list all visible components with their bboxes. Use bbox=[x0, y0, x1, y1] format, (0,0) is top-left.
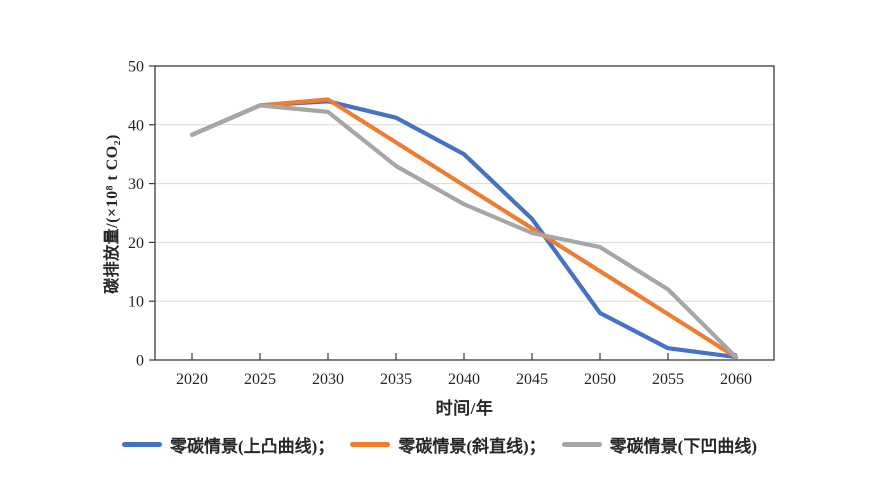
series-line-3 bbox=[189, 103, 739, 360]
x-tick-label: 2050 bbox=[584, 371, 616, 388]
x-tick-label: 2060 bbox=[720, 371, 752, 388]
x-tick-label: 2020 bbox=[176, 371, 208, 388]
series-line-2 bbox=[189, 97, 739, 360]
legend-line-swatch-blue bbox=[122, 442, 162, 447]
y-tick-label: 10 bbox=[128, 294, 144, 311]
legend-label: 零碳情景(上凸曲线)； bbox=[170, 437, 335, 456]
legend-line-swatch-orange bbox=[350, 442, 391, 447]
x-axis-title: 时间/年 bbox=[435, 399, 494, 418]
y-tick-label: 50 bbox=[128, 59, 144, 76]
series-line-1 bbox=[189, 99, 739, 360]
legend-item-straight: 零碳情景(斜直线)； bbox=[350, 432, 546, 457]
chart-legend: 零碳情景(上凸曲线)； 零碳情景(斜直线)； 零碳情景(下凹曲线) bbox=[0, 432, 879, 457]
legend-item-concave: 零碳情景(下凹曲线) bbox=[561, 432, 757, 457]
x-tick-label: 2035 bbox=[380, 371, 412, 388]
y-tick-label: 20 bbox=[128, 235, 144, 252]
x-tick-label: 2025 bbox=[244, 371, 276, 388]
x-tick-label: 2030 bbox=[312, 371, 344, 388]
legend-label: 零碳情景(下凹曲线) bbox=[609, 437, 757, 456]
legend-line-swatch-gray bbox=[561, 442, 602, 447]
x-tick-label: 2040 bbox=[448, 371, 480, 388]
y-axis-title: 碳排放量/(×10⁸ t CO₂) bbox=[104, 134, 121, 294]
legend-label: 零碳情景(斜直线)； bbox=[398, 437, 546, 456]
y-tick-label: 30 bbox=[128, 176, 144, 193]
x-tick-label: 2045 bbox=[516, 371, 548, 388]
y-tick-label: 0 bbox=[136, 353, 144, 370]
y-tick-label: 40 bbox=[128, 117, 144, 134]
legend-item-convex: 零碳情景(上凸曲线)； bbox=[122, 432, 334, 457]
x-tick-label: 2055 bbox=[652, 371, 684, 388]
